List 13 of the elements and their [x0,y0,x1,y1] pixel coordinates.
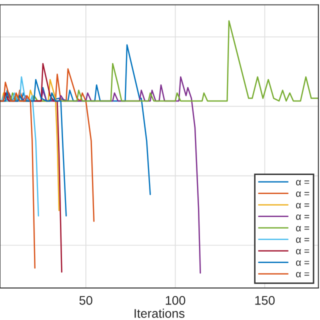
legend-label: α = [296,214,310,220]
legend-label: α = [296,203,310,208]
legend-label: α = [296,192,310,197]
x-tick-label: 150 [255,296,275,305]
legend-label: α = [296,272,310,278]
x-tick-label: 100 [166,296,186,305]
legend-label: α = [296,238,310,243]
legend-label: α = [296,180,310,186]
x-tick-label: 50 [79,296,92,305]
legend-label: α = [296,226,310,232]
legend-label: α = [296,260,310,266]
x-axis-title: Iterations [134,308,184,318]
legend-label: α = [296,249,310,254]
